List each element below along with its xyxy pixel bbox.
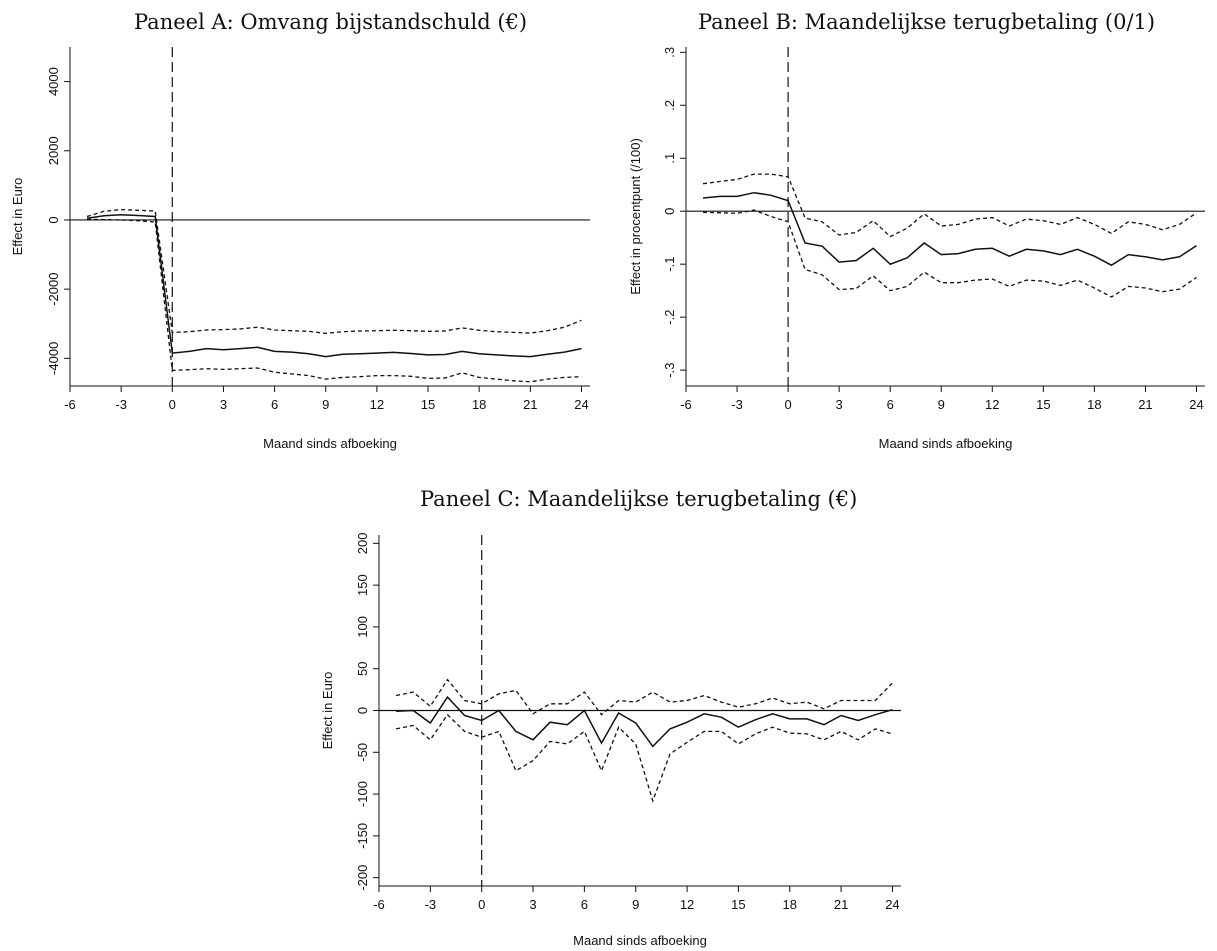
panel-c-y-tick-label: 100 (355, 616, 370, 638)
panel-a-y-tick-label: -4000 (46, 342, 61, 375)
panel-b-x-tick-label: -6 (680, 397, 692, 412)
panel-b-x-tick-label: 24 (1189, 397, 1203, 412)
panel-a-x-tick-label: 15 (421, 397, 435, 412)
panel-a-x-tick-label: 21 (523, 397, 537, 412)
panel-a-x-tick-label: 3 (220, 397, 227, 412)
panel-b-y-tick-label: -.3 (662, 363, 677, 378)
panel-c-x-tick-label: 24 (885, 897, 899, 912)
panel-b-chart: -6 -3 0 3 6 9 12 15 18 21 24 -.3 -.2 -.1 0 .1 .2 .3 Maand … (628, 47, 1205, 451)
panel-c-y-tick-label: 150 (355, 574, 370, 596)
panel-c-y-tick-label: -150 (355, 823, 370, 849)
panel-c-y-axis-title: Effect in Euro (320, 672, 335, 750)
panel-b-x-tick-label: 18 (1087, 397, 1101, 412)
panel-c-x-axis-title: Maand sinds afboeking (573, 933, 707, 948)
panel-b-x-axis-title: Maand sinds afboeking (879, 436, 1013, 451)
panel-c-title: Paneel C: Maandelijkse terugbetaling (€) (420, 487, 858, 511)
panel-c-y-tick-label: 200 (355, 533, 370, 555)
panel-c-x-tick-label: 9 (632, 897, 639, 912)
panel-c-y-tick-label: -50 (355, 743, 370, 762)
panel-b-x-tick-label: 21 (1138, 397, 1152, 412)
panel-c-x-tick-label: 6 (581, 897, 588, 912)
panel-c-chart: -6 -3 0 3 6 9 12 15 18 21 24 -200 -150 -100 -50 0 50 100 1… (320, 533, 901, 948)
panel-c-x-tick-label: -3 (425, 897, 437, 912)
panel-c-x-tick-label: 21 (834, 897, 848, 912)
panel-c-x-tick-label: 12 (680, 897, 694, 912)
panel-a: Paneel A: Omvang bijstandschuld (€) -6 -3… (0, 0, 608, 460)
panel-b-x-tick-label: 12 (985, 397, 999, 412)
panel-c-series-estimate (396, 695, 893, 748)
panel-a-series-lower (86, 218, 582, 383)
panel-a-chart: -6 -3 0 3 6 9 12 15 18 21 24 -4000 -2000 0 2000 4000 Maa… (10, 47, 590, 451)
panel-a-y-tick-label: 4000 (46, 67, 61, 96)
panel-a-x-tick-label: 9 (322, 397, 329, 412)
panel-b-y-tick-label: .1 (662, 153, 677, 164)
panel-a-y-tick-label: -2000 (46, 273, 61, 306)
panel-c-y-tick-label: 0 (355, 707, 370, 714)
panel-b-x-tick-label: 15 (1036, 397, 1050, 412)
panel-c-x-tick-label: 3 (529, 897, 536, 912)
panel-a-x-tick-label: 12 (370, 397, 384, 412)
panel-b-y-tick-label: .2 (662, 100, 677, 111)
panel-c-series-upper (395, 678, 893, 716)
panel-c-y-tick-label: -100 (355, 781, 370, 807)
panel-a-x-tick-label: 0 (169, 397, 176, 412)
panel-b-x-tick-label: 9 (938, 397, 945, 412)
panel-b-y-axis-title: Effect in procentpunt (/100) (628, 138, 643, 295)
panel-c-y-tick-label: 50 (355, 661, 370, 675)
panel-a-y-tick-label: 2000 (46, 136, 61, 165)
panel-c-x-tick-label: -6 (373, 897, 385, 912)
panel-a-title: Paneel A: Omvang bijstandschuld (€) (134, 10, 528, 34)
panel-b-y-tick-label: -.2 (662, 310, 677, 325)
panel-a-x-tick-label: -6 (64, 397, 76, 412)
panel-a-series-estimate (86, 214, 582, 358)
panel-b-series-upper (702, 173, 1197, 238)
panel-c-y-tick-label: -200 (355, 865, 370, 891)
panel-a-series-upper (86, 208, 582, 335)
panel-c-x-tick-label: 15 (731, 897, 745, 912)
panel-a-x-axis-title: Maand sinds afboeking (263, 436, 397, 451)
panel-c-x-tick-label: 18 (783, 897, 797, 912)
panel-b-y-tick-label: -.1 (662, 257, 677, 272)
panel-b-series-estimate (702, 191, 1197, 267)
panel-b-x-tick-label: 0 (784, 397, 791, 412)
panel-a-x-tick-label: 24 (574, 397, 588, 412)
panel-b-x-tick-label: 6 (887, 397, 894, 412)
panel-a-y-axis-title: Effect in Euro (10, 178, 25, 256)
panel-a-y-tick-label: 0 (46, 216, 61, 223)
panel-c: Paneel C: Maandelijkse terugbetaling (€)… (300, 470, 920, 951)
panel-b-y-tick-label: .3 (662, 47, 677, 58)
panel-c-x-tick-label: 0 (478, 897, 485, 912)
panel-b-title: Paneel B: Maandelijkse terugbetaling (0/… (698, 10, 1156, 34)
panel-a-x-tick-label: -3 (115, 397, 127, 412)
panel-b: Paneel B: Maandelijkse terugbetaling (0/… (608, 0, 1217, 460)
panel-a-x-tick-label: 6 (271, 397, 278, 412)
panel-b-y-tick-label: 0 (662, 208, 677, 215)
panel-b-x-tick-label: 3 (836, 397, 843, 412)
panel-b-series-lower (702, 209, 1197, 298)
panel-c-series-lower (395, 713, 893, 803)
panel-b-x-tick-label: -3 (731, 397, 743, 412)
panel-a-x-tick-label: 18 (472, 397, 486, 412)
